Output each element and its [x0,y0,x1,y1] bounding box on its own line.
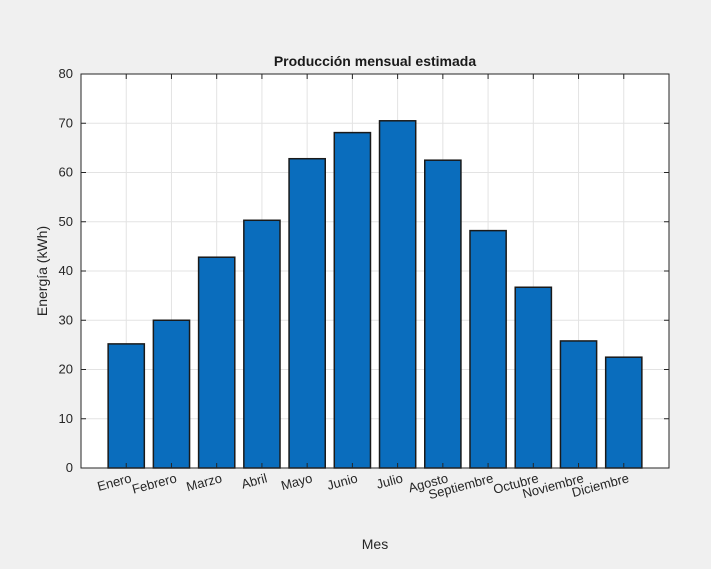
y-tick-label: 0 [66,460,73,475]
bar-junio [334,133,370,468]
bar-abril [244,220,280,468]
bar-agosto [425,160,461,468]
y-tick-label: 40 [59,263,73,278]
y-axis-label: Energía (kWh) [34,226,50,316]
bar-enero [108,344,144,468]
bar-septiembre [470,231,506,468]
y-tick-label: 70 [59,115,73,130]
y-tick-label: 30 [59,312,73,327]
y-tick-label: 60 [59,165,73,180]
bar-octubre [515,287,551,468]
chart-title: Producción mensual estimada [274,53,476,69]
y-tick-label: 80 [59,66,73,81]
x-axis-label: Mes [362,536,388,552]
bar-diciembre [606,357,642,468]
y-tick-label: 20 [59,362,73,377]
bar-julio [380,121,416,468]
bar-noviembre [560,341,596,468]
bar-febrero [153,320,189,468]
y-tick-label: 10 [59,411,73,426]
bar-mayo [289,159,325,468]
bar-marzo [199,257,235,468]
y-tick-label: 50 [59,214,73,229]
